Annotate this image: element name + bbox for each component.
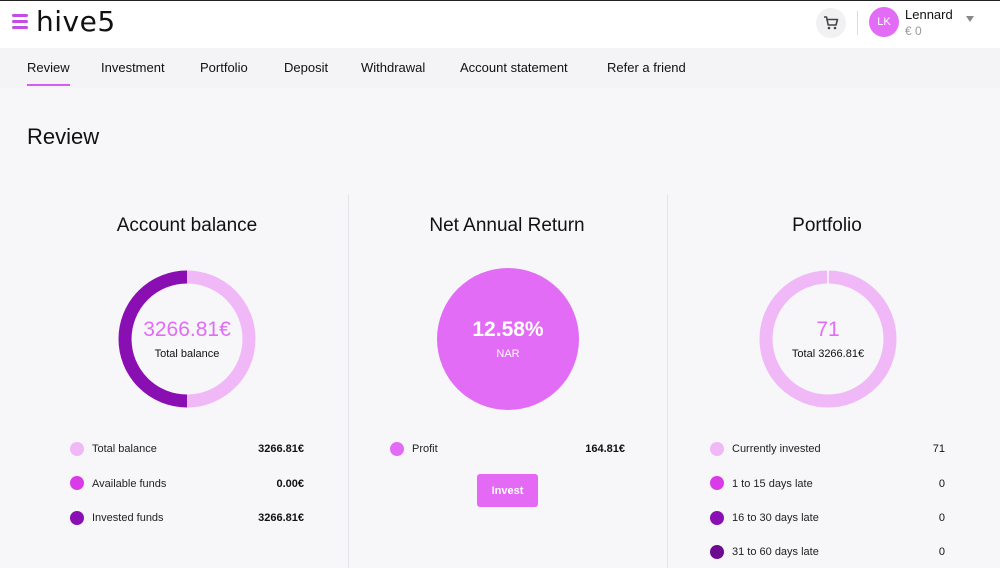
legend-dot <box>70 442 84 456</box>
legend-label: Profit <box>412 443 438 455</box>
legend-value: 164.81€ <box>585 443 625 455</box>
nar-value: 12.58% <box>472 318 544 341</box>
legend-label: Available funds <box>92 478 167 490</box>
logo-text: hive5 <box>36 5 116 38</box>
nav-item-deposit[interactable]: Deposit <box>284 60 329 75</box>
chevron-down-icon[interactable] <box>966 16 974 22</box>
card-divider <box>348 194 349 568</box>
account-balance-label: Total balance <box>154 348 220 360</box>
legend-value: 0 <box>938 546 945 558</box>
nav-item-refer-a-friend[interactable]: Refer a friend <box>607 60 686 75</box>
nav-item-investment[interactable]: Investment <box>101 60 165 75</box>
legend-item-total-balance <box>70 440 84 458</box>
nav-item-withdrawal[interactable]: Withdrawal <box>361 60 426 75</box>
account-balance-value: 3266.81€ <box>143 318 231 341</box>
legend-item-16-to-30-days-late <box>710 509 724 527</box>
legend-item-available-funds <box>70 474 84 492</box>
legend-dot <box>710 545 724 559</box>
page-title: Review <box>27 124 100 149</box>
legend-item-1-to-15-days-late <box>710 474 724 492</box>
legend-dot <box>710 511 724 525</box>
legend-item-currently-invested <box>710 440 724 458</box>
legend-value: 0 <box>938 478 945 490</box>
account-balance-donut: 3266.81€ Total balance <box>116 268 258 410</box>
legend-dot <box>710 476 724 490</box>
top-header: hive5 LK Lennard € 0 <box>0 0 1000 48</box>
logo[interactable]: hive5 <box>12 5 116 38</box>
portfolio-label: Total 3266.81€ <box>791 348 865 360</box>
legend-dot <box>70 476 84 490</box>
nar-disc <box>437 268 579 410</box>
legend-label: 16 to 30 days late <box>732 512 819 524</box>
user-name[interactable]: Lennard <box>905 7 953 22</box>
nav-item-portfolio[interactable]: Portfolio <box>200 60 248 75</box>
legend-item-invested-funds <box>70 509 84 527</box>
nav-item-review[interactable]: Review <box>27 60 70 75</box>
main-nav: Review Investment Portfolio Deposit With… <box>0 48 1000 88</box>
legend-item-profit <box>390 440 404 458</box>
legend-label: 31 to 60 days late <box>732 546 819 558</box>
portfolio-value: 71 <box>816 318 840 341</box>
legend-item-31-to-60-days-late <box>710 543 724 561</box>
nar-circle: 12.58% NAR <box>437 268 579 410</box>
legend-dot <box>710 442 724 456</box>
legend-label: Invested funds <box>92 512 164 524</box>
legend-label: Currently invested <box>732 443 821 455</box>
legend-value: 0.00€ <box>276 478 304 490</box>
donut-segment-invested <box>118 270 188 408</box>
legend-value: 3266.81€ <box>258 512 304 524</box>
header-divider <box>857 11 858 35</box>
user-balance: € 0 <box>905 24 922 38</box>
net-annual-return-title: Net Annual Return <box>429 215 585 236</box>
legend-label: 1 to 15 days late <box>732 478 813 490</box>
nar-label: NAR <box>496 348 520 360</box>
menu-icon[interactable] <box>12 13 28 30</box>
card-divider <box>667 194 668 568</box>
portfolio-title: Portfolio <box>792 215 862 236</box>
legend-dot <box>390 442 404 456</box>
legend-value: 0 <box>938 512 945 524</box>
portfolio-donut: 71 Total 3266.81€ <box>757 268 899 410</box>
avatar[interactable]: LK <box>869 7 899 37</box>
account-balance-title: Account balance <box>116 215 258 236</box>
cart-icon <box>824 16 839 30</box>
legend-dot <box>70 511 84 525</box>
active-tab-indicator <box>27 84 70 86</box>
legend-value: 71 <box>932 443 945 455</box>
invest-button[interactable]: Invest <box>477 474 538 507</box>
legend-value: 3266.81€ <box>258 443 304 455</box>
legend-label: Total balance <box>92 443 157 455</box>
nav-item-account-statement[interactable]: Account statement <box>460 60 568 75</box>
cart-button[interactable] <box>816 8 846 38</box>
